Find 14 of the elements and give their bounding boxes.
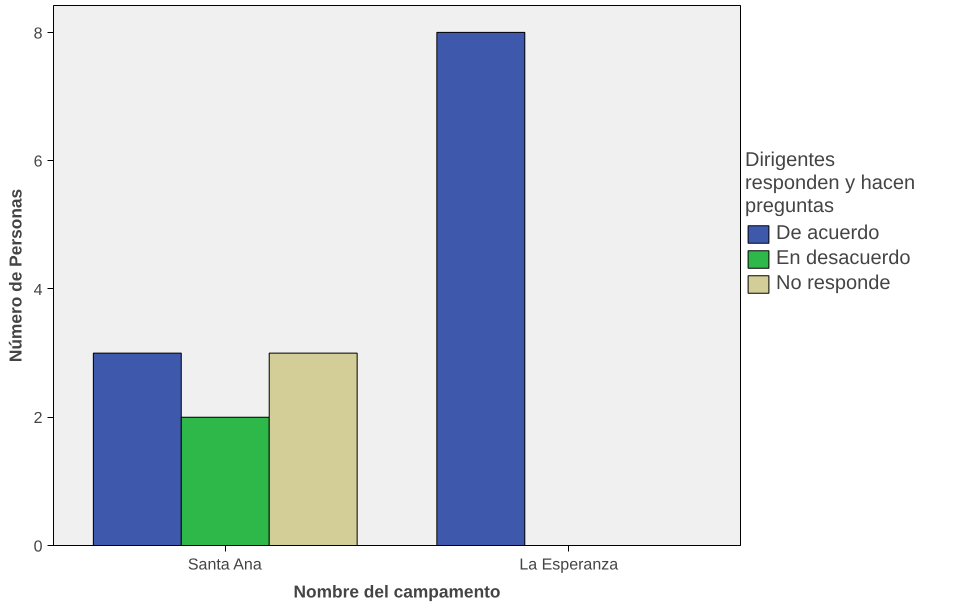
x-tick-label: Santa Ana: [188, 556, 262, 574]
y-tick-label: 2: [34, 410, 43, 428]
x-axis-title: Nombre del campamento: [293, 582, 501, 602]
y-tick-label: 6: [34, 154, 43, 171]
y-tick-label: 8: [34, 25, 43, 42]
legend-label: No responde: [776, 272, 891, 295]
x-tick-label: La Esperanza: [519, 556, 618, 574]
y-tick-label: 4: [34, 282, 43, 299]
bar: [436, 32, 526, 546]
legend-label: De acuerdo: [776, 222, 880, 245]
y-tick-label: 0: [34, 538, 43, 556]
y-axis-title: Número de Personas: [6, 188, 26, 362]
legend-label: En desacuerdo: [776, 247, 911, 270]
legend-title: Dirigentes responden y hacen preguntas: [745, 149, 916, 218]
